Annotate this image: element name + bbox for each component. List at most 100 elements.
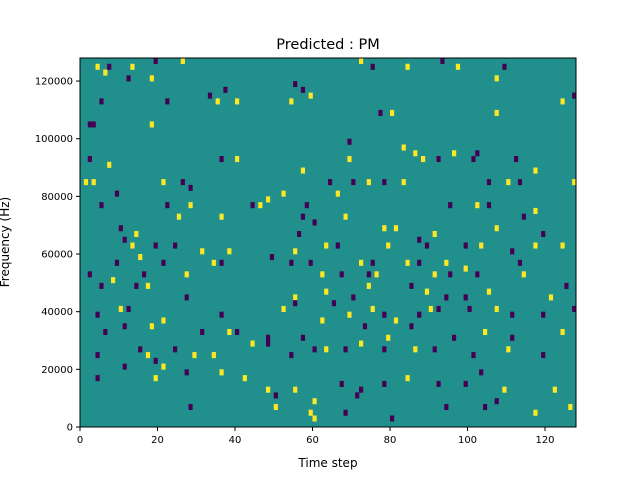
heatmap-cell	[510, 248, 515, 255]
heatmap-cell	[250, 340, 255, 347]
heatmap-cell	[122, 236, 127, 243]
heatmap-cell	[382, 179, 387, 186]
heatmap-cell	[223, 86, 228, 93]
heatmap-cell	[87, 271, 92, 278]
heatmap-cell	[351, 294, 356, 301]
heatmap-cell	[502, 63, 507, 70]
heatmap-cell	[188, 403, 193, 411]
heatmap-cell	[382, 225, 387, 232]
heatmap-cell	[83, 58, 89, 65]
heatmap-cell	[126, 75, 131, 82]
heatmap-cell	[494, 109, 499, 116]
heatmap-cell	[339, 271, 344, 278]
heatmap-cell	[293, 300, 298, 307]
heatmap-cell	[436, 305, 441, 312]
heatmap-cell	[161, 259, 166, 266]
x-tick-label: 0	[77, 435, 83, 446]
heatmap-cell	[219, 259, 224, 266]
heatmap-cell	[258, 202, 263, 209]
heatmap-cell	[370, 259, 375, 266]
heatmap-cell	[378, 109, 383, 116]
heatmap-cell	[281, 305, 286, 312]
plot-frame	[79, 57, 577, 428]
y-tick-label: 60000	[41, 250, 73, 261]
heatmap-cell	[382, 311, 387, 318]
heatmap-cell	[95, 63, 100, 70]
heatmap-cell	[362, 323, 368, 330]
heatmap-cell	[483, 328, 488, 336]
heatmap-cell	[560, 242, 565, 249]
y-tick-label: 80000	[41, 192, 73, 203]
heatmap-cell	[494, 305, 499, 312]
heatmap-cell	[200, 248, 205, 255]
heatmap-cell	[432, 346, 437, 353]
heatmap-cell	[99, 202, 104, 209]
heatmap-cell	[266, 340, 271, 347]
heatmap-cell	[483, 403, 488, 411]
heatmap-cell	[510, 311, 515, 318]
heatmap-cell	[452, 150, 457, 157]
heatmap-cell	[444, 259, 449, 266]
x-tick-label: 100	[458, 435, 477, 446]
heatmap-cell	[111, 277, 116, 284]
x-axis-label: Time step	[297, 456, 357, 470]
heatmap-cell	[467, 305, 472, 312]
heatmap-cell	[521, 213, 526, 220]
heatmap-cell	[568, 403, 573, 411]
heatmap-cell	[114, 190, 120, 197]
heatmap-cell	[312, 398, 317, 405]
heatmap-cell	[572, 305, 577, 312]
y-axis-label: Frequency (Hz)	[0, 197, 12, 288]
heatmap-cell	[541, 311, 546, 318]
heatmap-cell	[339, 380, 344, 387]
heatmap-cell	[103, 328, 108, 336]
heatmap-cell	[165, 98, 170, 105]
heatmap-cell	[242, 375, 247, 382]
heatmap-cell	[219, 311, 224, 318]
heatmap-cell	[471, 156, 476, 163]
heatmap-cell	[138, 254, 143, 261]
heatmap-cell	[463, 294, 468, 301]
heatmap-cell	[188, 202, 193, 209]
heatmap-cell	[401, 144, 406, 151]
heatmap-cell	[479, 242, 484, 249]
heatmap-cell	[122, 363, 127, 370]
heatmap-cell	[463, 265, 468, 272]
heatmap-cell	[126, 305, 131, 312]
heatmap-cell	[184, 271, 189, 278]
heatmap-cell	[180, 58, 185, 65]
heatmap-cell	[560, 98, 565, 105]
y-tick-label: 20000	[41, 365, 73, 376]
heatmap-cell	[107, 63, 112, 70]
heatmap-cell	[266, 334, 271, 341]
heatmap-cell	[250, 202, 255, 209]
heatmap-cell	[455, 63, 461, 70]
heatmap-cell	[293, 294, 298, 301]
heatmap-cell	[149, 121, 154, 128]
heatmap-cell	[142, 271, 147, 278]
heatmap-cell	[87, 156, 92, 163]
heatmap-cell	[130, 242, 135, 249]
heatmap-cell	[297, 230, 302, 238]
y-tick-label: 0	[67, 423, 73, 434]
heatmap-cell	[424, 242, 430, 249]
heatmap-cell	[514, 156, 519, 163]
heatmap-cell	[134, 230, 139, 238]
heatmap-cell	[153, 357, 158, 364]
y-tick-label: 40000	[41, 307, 73, 318]
heatmap-cell	[153, 375, 158, 382]
heatmap-cell	[300, 334, 306, 341]
heatmap-cell	[448, 202, 453, 209]
heatmap-cell	[572, 179, 577, 186]
heatmap-cell	[95, 352, 100, 359]
heatmap-cell	[289, 98, 294, 105]
heatmap-cell	[312, 415, 317, 422]
heatmap-cell	[417, 236, 422, 243]
heatmap-cell	[401, 179, 406, 186]
heatmap-cell	[235, 98, 240, 105]
heatmap-cell	[324, 346, 329, 353]
heatmap-cell	[475, 202, 480, 209]
heatmap-cell	[382, 346, 387, 353]
heatmap-cell	[533, 167, 538, 174]
heatmap-cell	[289, 259, 294, 266]
